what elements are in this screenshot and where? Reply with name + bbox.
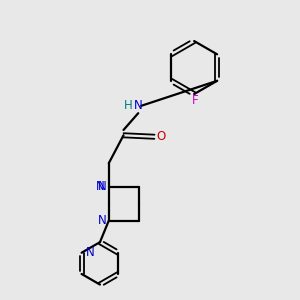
Text: F: F <box>192 94 199 107</box>
Text: N: N <box>98 214 107 227</box>
Text: N: N <box>98 180 107 193</box>
Text: O: O <box>156 130 166 143</box>
Text: N: N <box>96 180 105 193</box>
Text: N: N <box>85 246 94 259</box>
Text: N: N <box>134 99 142 112</box>
Text: H: H <box>124 99 133 112</box>
